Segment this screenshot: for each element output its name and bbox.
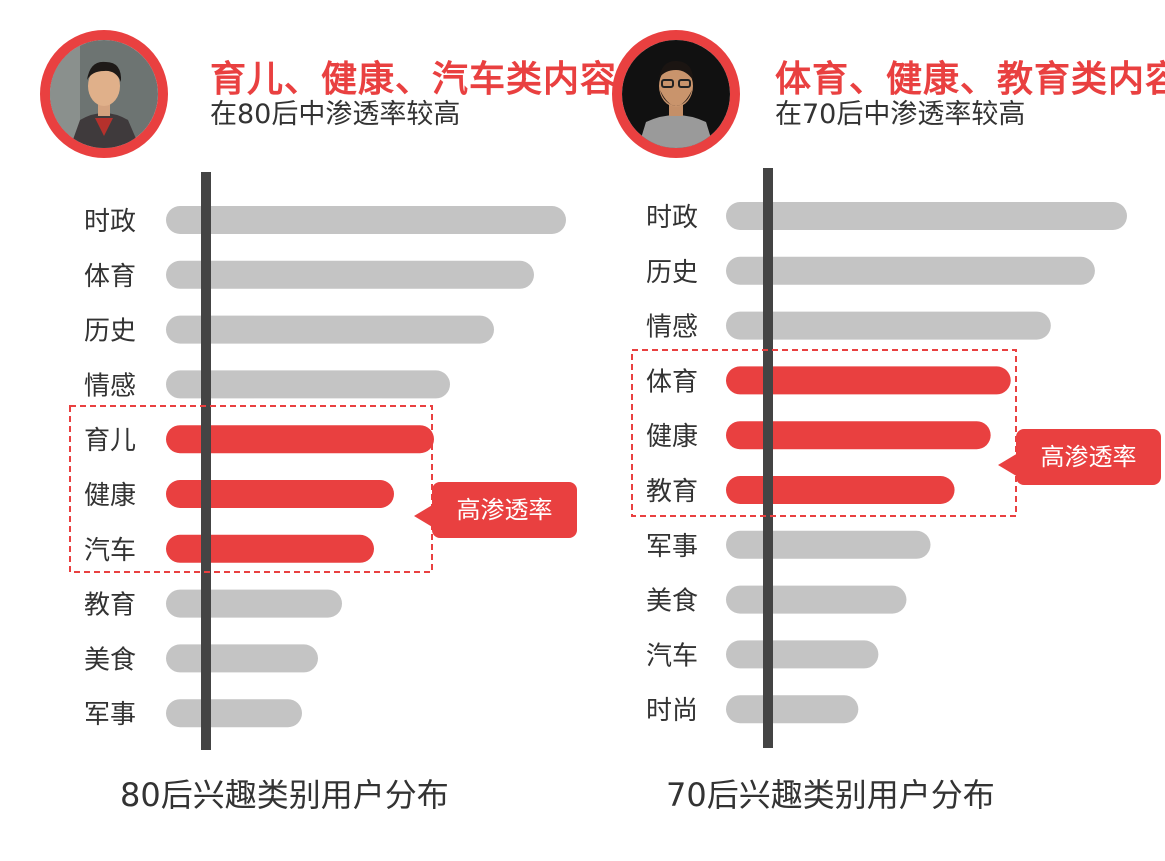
chart-panel-70s: 体育、健康、教育类内容 在70后中渗透率较高 时政历史情感体育健康教育军事美食汽…: [590, 0, 1165, 861]
bar-教育: [726, 476, 955, 504]
bar-历史: [166, 315, 494, 344]
bar-时尚: [726, 695, 859, 724]
category-label: 教育: [646, 477, 698, 507]
bar-体育: [726, 366, 1011, 395]
panel-headline: 育儿、健康、汽车类内容: [210, 59, 618, 100]
category-label: 美食: [84, 645, 136, 675]
category-label: 历史: [84, 317, 136, 347]
value-axis-line: [201, 172, 211, 750]
category-label: 情感: [646, 313, 698, 343]
bearded-man-portrait-icon: [622, 40, 730, 148]
category-label: 体育: [646, 367, 698, 397]
category-label: 美食: [646, 587, 698, 617]
category-label: 时政: [84, 207, 136, 237]
bar-时政: [726, 202, 1127, 230]
category-label: 健康: [84, 481, 136, 511]
callout-pointer: [998, 453, 1018, 477]
bar-历史: [726, 256, 1095, 285]
bar-军事: [166, 699, 302, 728]
young-man-portrait-icon: [50, 40, 158, 148]
panel-subline: 在70后中渗透率较高: [775, 99, 1026, 130]
panel-subline: 在80后中渗透率较高: [210, 99, 461, 130]
bar-教育: [166, 589, 342, 618]
avatar: [40, 30, 168, 158]
bar-情感: [166, 370, 450, 399]
category-label: 汽车: [646, 641, 698, 671]
callout-badge: 高渗透率: [1016, 429, 1161, 485]
bar-汽车: [726, 640, 879, 669]
callout-pointer: [414, 504, 434, 528]
bar-美食: [166, 644, 318, 673]
bar-情感: [726, 311, 1051, 340]
callout-badge: 高渗透率: [432, 482, 577, 538]
category-label: 时政: [646, 203, 698, 233]
bar-体育: [166, 260, 534, 289]
avatar: [612, 30, 740, 158]
category-label: 体育: [84, 262, 136, 292]
category-label: 历史: [646, 258, 698, 288]
category-label: 教育: [84, 591, 136, 621]
value-axis-line: [763, 168, 773, 748]
highlight-box: [631, 349, 1017, 517]
category-label: 汽车: [84, 536, 136, 566]
category-label: 健康: [646, 422, 698, 452]
bar-军事: [726, 530, 931, 559]
category-label: 军事: [646, 532, 698, 562]
category-label: 育儿: [84, 426, 136, 456]
bar-汽车: [166, 534, 374, 563]
category-label: 情感: [84, 371, 136, 401]
bar-育儿: [166, 425, 434, 454]
bar-时政: [166, 206, 566, 234]
chart-caption: 80后兴趣类别用户分布: [120, 776, 449, 814]
bar-健康: [726, 421, 991, 450]
bar-健康: [166, 480, 394, 508]
bar-美食: [726, 585, 907, 614]
chart-caption: 70后兴趣类别用户分布: [666, 776, 995, 814]
panel-headline: 体育、健康、教育类内容: [775, 59, 1165, 100]
category-label: 时尚: [646, 696, 698, 726]
category-label: 军事: [84, 700, 136, 730]
chart-panel-80s: 育儿、健康、汽车类内容 在80后中渗透率较高 时政体育历史情感育儿健康汽车教育美…: [40, 30, 616, 814]
